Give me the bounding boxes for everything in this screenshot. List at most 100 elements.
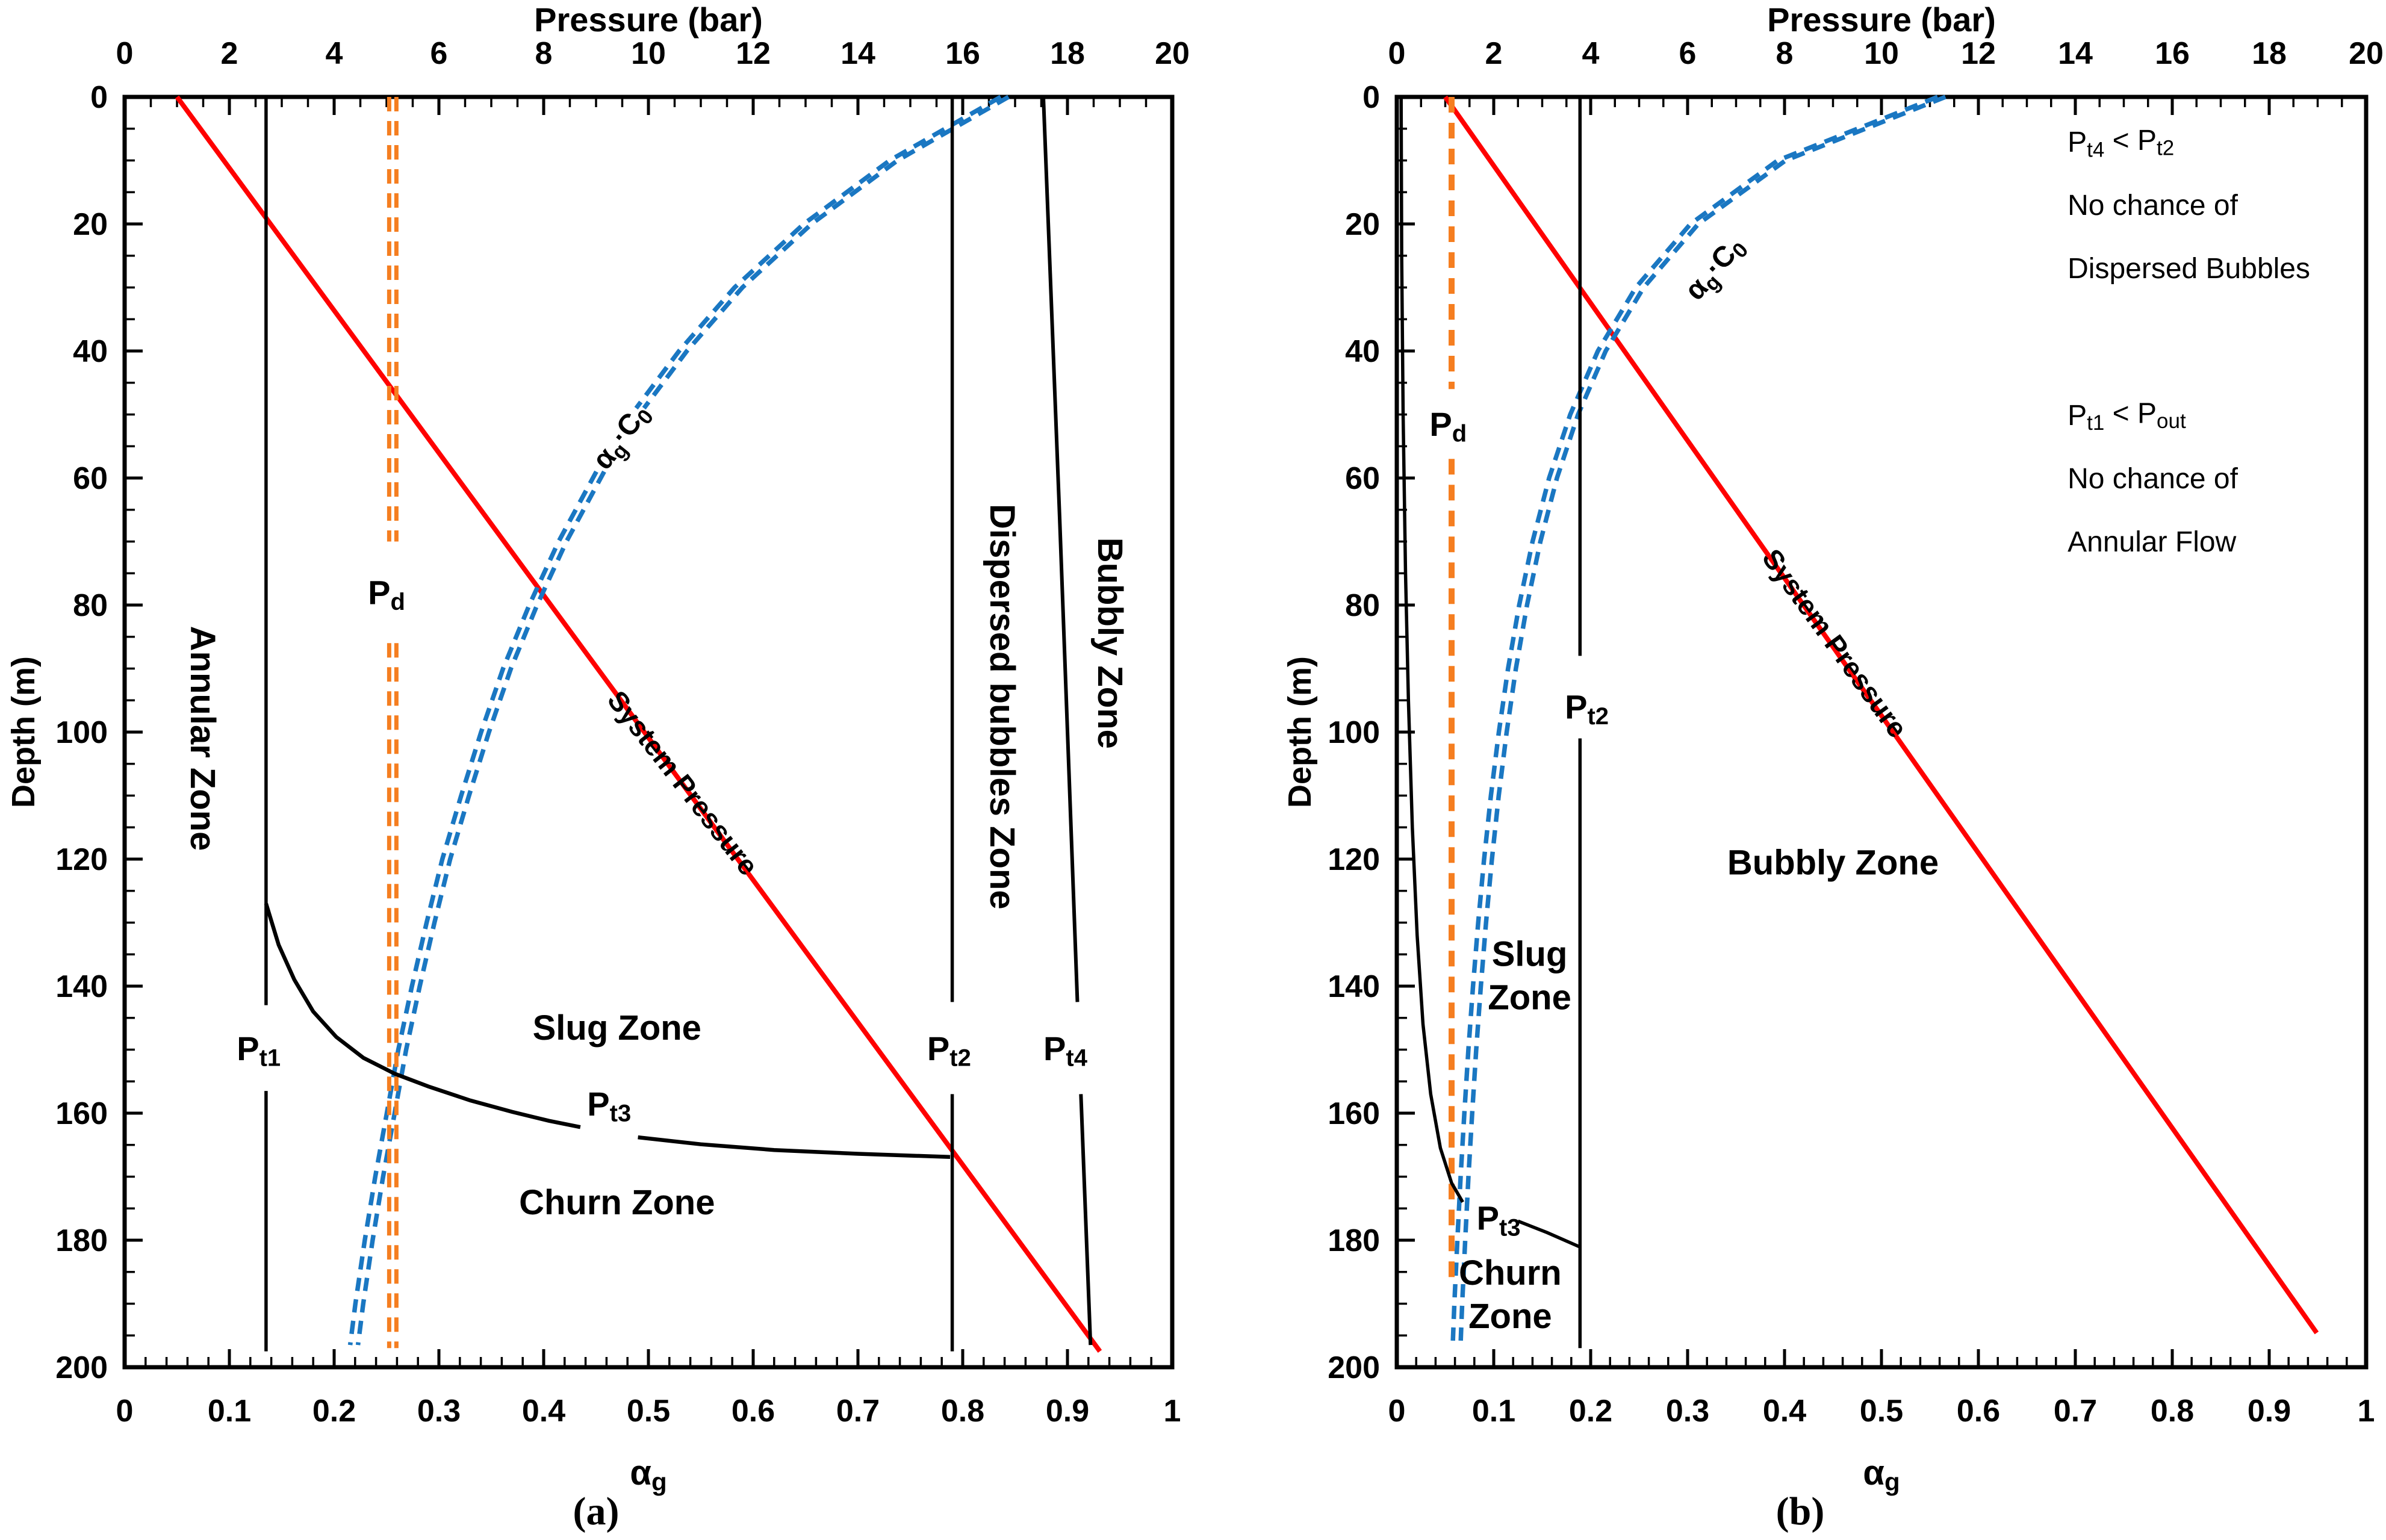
series-path xyxy=(1042,96,1080,1002)
bottom-tick-label: 0.2 xyxy=(312,1394,356,1429)
series-system-pressure-line xyxy=(1443,95,2319,1335)
alpha-g-c0-label-text: αg·C0 xyxy=(585,398,660,478)
series-path xyxy=(355,470,606,1346)
left-tick-label: 160 xyxy=(1328,1096,1380,1131)
label-system-pressure-label: System Pressure xyxy=(1756,543,1914,744)
label-churn-zone-label: Churn Zone xyxy=(519,1183,715,1222)
series-path xyxy=(264,902,581,1129)
top-tick-label: 0 xyxy=(1388,36,1406,71)
depth-axis-title: Depth (m) xyxy=(5,656,42,808)
top-tick-label: 16 xyxy=(2155,36,2190,71)
churn-zone-label-text: Churn xyxy=(1459,1253,1562,1293)
axis-ticks: 0 2 4 6 8 10 12 14 16 18 200 0.1 0.2 0.3 0.4 0.5 0.6 0.7 0… xyxy=(55,36,1190,1429)
label-slug-zone-label: Slug Zone xyxy=(533,1008,701,1048)
left-tick-label: 100 xyxy=(1328,715,1380,750)
series-pt4-boundary-line xyxy=(1042,96,1093,1346)
left-tick-label: 180 xyxy=(1328,1223,1380,1258)
label-system-pressure-label: System Pressure xyxy=(601,685,765,881)
alpha-g-axis-title: αg xyxy=(630,1453,666,1496)
alpha-g-c0-label-text: αg·C0 xyxy=(1677,230,1754,308)
label-no-dispersed-bubbles-annotation: Pt4 < Pt2 No chance of Dispersed Bubbles xyxy=(2068,125,2310,285)
bottom-tick-label: 0.1 xyxy=(208,1394,251,1429)
top-tick-label: 8 xyxy=(535,36,553,71)
series-path xyxy=(1517,1219,1580,1249)
label-bubbly-zone-label: Bubbly Zone xyxy=(1090,538,1129,749)
no-annular-flow-annotation-text: Pt1 < Pout xyxy=(2068,398,2186,435)
bottom-tick-label: 0.7 xyxy=(836,1394,880,1429)
left-tick-label: 100 xyxy=(55,715,108,750)
label-bubbly-zone-label: Bubbly Zone xyxy=(1727,843,1939,883)
pt4-label-text: Pt4 xyxy=(1043,1029,1088,1072)
bottom-tick-label: 0.8 xyxy=(941,1394,984,1429)
top-tick-label: 4 xyxy=(326,36,343,71)
left-tick-label: 0 xyxy=(90,80,108,115)
label-dispersed-bubbles-zone-label: Dispersed bubbles Zone xyxy=(983,504,1022,910)
bottom-tick-label: 0.5 xyxy=(627,1394,670,1429)
label-pd-label: Pd xyxy=(368,574,405,616)
pd-label-text: Pd xyxy=(1429,405,1467,447)
series-alpha-g-c0-curve xyxy=(347,95,1010,1346)
left-tick-label: 20 xyxy=(1345,207,1380,242)
series-path xyxy=(634,95,1002,410)
chart-a: 0 2 4 6 8 10 12 14 16 18 200 0.1 0.2 0.3 0.4 0.5 0.6 0.7 0… xyxy=(5,1,1190,1533)
bottom-tick-label: 0.7 xyxy=(2054,1394,2097,1429)
label-alpha-g-c0-label: αg·C0 xyxy=(1677,230,1754,308)
series-path xyxy=(175,95,1102,1353)
top-tick-label: 12 xyxy=(736,36,771,71)
bottom-tick-label: 0 xyxy=(1388,1394,1406,1429)
series-pt3-boundary-curve xyxy=(1399,96,1580,1249)
top-tick-label: 8 xyxy=(1776,36,1794,71)
slug-zone-label-text: Slug Zone xyxy=(533,1008,701,1048)
bottom-tick-label: 0.2 xyxy=(1569,1394,1612,1429)
left-tick-label: 140 xyxy=(55,969,108,1004)
pressure-axis-title: Pressure (bar) xyxy=(1767,1,1996,39)
top-tick-label: 2 xyxy=(221,36,238,71)
no-annular-flow-annotation-text: Annular Flow xyxy=(2068,526,2236,558)
pt2-label-text: Pt2 xyxy=(927,1029,971,1072)
annular-zone-label-text: Annular Zone xyxy=(183,626,222,851)
top-tick-label: 6 xyxy=(1679,36,1697,71)
pt3-label-text: Pt3 xyxy=(1477,1199,1521,1241)
chart-b: 0 2 4 6 8 10 12 14 16 18 200 0.1 0.2 0.3 0.4 0.5 0.6 0.7 0… xyxy=(1282,1,2384,1533)
label-pt2-label: Pt2 xyxy=(927,1029,971,1072)
dispersed-bubbles-zone-label-text: Dispersed bubbles Zone xyxy=(983,504,1022,910)
no-dispersed-bubbles-annotation-text: Pt4 < Pt2 xyxy=(2068,125,2174,162)
series-path xyxy=(642,95,1010,410)
left-tick-label: 120 xyxy=(55,842,108,877)
series-path xyxy=(1443,95,2319,1335)
bubbly-zone-label-text: Bubbly Zone xyxy=(1727,843,1939,883)
left-tick-label: 60 xyxy=(73,461,108,496)
label-no-annular-flow-annotation: Pt1 < Pout No chance of Annular Flow xyxy=(2068,398,2238,558)
bottom-tick-label: 0.3 xyxy=(1666,1394,1709,1429)
label-annular-zone-label: Annular Zone xyxy=(183,626,222,851)
left-tick-label: 120 xyxy=(1328,842,1380,877)
pt1-label-text: Pt1 xyxy=(237,1029,281,1072)
label-pt3-label: Pt3 xyxy=(587,1085,631,1127)
top-tick-label: 14 xyxy=(2058,36,2093,71)
bottom-tick-label: 1 xyxy=(1164,1394,1181,1429)
bottom-tick-label: 0.4 xyxy=(1763,1394,1806,1429)
top-tick-label: 14 xyxy=(840,36,875,71)
left-tick-label: 20 xyxy=(73,207,108,242)
pressure-axis-title: Pressure (bar) xyxy=(534,1,763,39)
series-alpha-g-c0-curve xyxy=(1450,95,1946,1349)
pt3-label-text: Pt3 xyxy=(587,1085,631,1127)
left-tick-label: 60 xyxy=(1345,461,1380,496)
system-pressure-label-text: System Pressure xyxy=(601,685,765,881)
series-path xyxy=(1399,96,1464,1203)
series-path xyxy=(1458,95,1946,1349)
series-pt3-boundary-curve xyxy=(264,902,951,1160)
bottom-tick-label: 0.9 xyxy=(2248,1394,2291,1429)
slug-zone-label-text: Zone xyxy=(1488,978,1571,1017)
top-tick-label: 12 xyxy=(1961,36,1996,71)
series-path xyxy=(638,1135,951,1160)
axis-ticks: 0 2 4 6 8 10 12 14 16 18 200 0.1 0.2 0.3 0.4 0.5 0.6 0.7 0… xyxy=(1328,36,2384,1429)
series-path xyxy=(347,470,598,1346)
slug-zone-label-text: Slug xyxy=(1492,934,1568,973)
series-path xyxy=(1450,95,1939,1349)
series-pd-dew-point-line xyxy=(387,97,399,1349)
left-tick-label: 140 xyxy=(1328,969,1380,1004)
alpha-g-axis-title: αg xyxy=(1863,1453,1900,1496)
left-tick-label: 200 xyxy=(1328,1350,1380,1385)
